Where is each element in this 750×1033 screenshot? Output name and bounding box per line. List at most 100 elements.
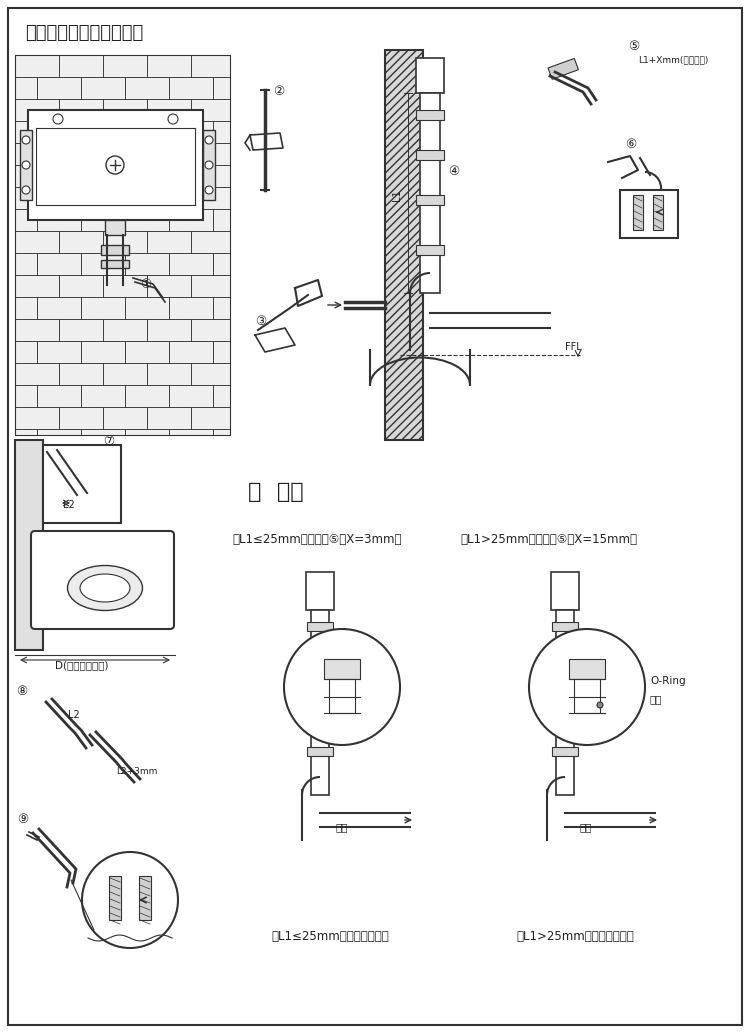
- Bar: [15, 385, 37, 407]
- Circle shape: [529, 629, 645, 745]
- Ellipse shape: [80, 574, 130, 602]
- Bar: [59, 275, 103, 298]
- Text: O-Ring: O-Ring: [650, 676, 686, 686]
- Bar: [169, 385, 213, 407]
- Bar: [59, 407, 103, 429]
- Circle shape: [53, 114, 63, 124]
- Bar: [329, 679, 355, 713]
- Ellipse shape: [68, 565, 142, 611]
- Bar: [653, 195, 663, 230]
- Bar: [191, 407, 230, 429]
- Bar: [548, 59, 578, 80]
- Bar: [147, 99, 191, 121]
- Bar: [125, 341, 169, 363]
- Bar: [213, 298, 230, 319]
- Circle shape: [597, 702, 603, 708]
- Bar: [385, 50, 423, 440]
- Bar: [213, 385, 230, 407]
- Bar: [620, 190, 678, 238]
- Bar: [191, 99, 230, 121]
- Bar: [59, 187, 103, 209]
- Bar: [213, 253, 230, 275]
- Bar: [15, 143, 59, 165]
- Bar: [191, 319, 230, 341]
- Bar: [139, 876, 151, 920]
- Bar: [125, 121, 169, 143]
- Bar: [37, 298, 81, 319]
- Text: 直管: 直管: [335, 822, 347, 832]
- Circle shape: [284, 629, 400, 745]
- Bar: [15, 253, 37, 275]
- Bar: [15, 429, 37, 435]
- Bar: [169, 429, 213, 435]
- Circle shape: [22, 186, 30, 194]
- Bar: [15, 319, 59, 341]
- Bar: [15, 121, 37, 143]
- Bar: [15, 275, 59, 298]
- Text: 过渡接头: 过渡接头: [605, 654, 630, 664]
- Circle shape: [82, 852, 178, 948]
- Bar: [37, 165, 81, 187]
- Bar: [416, 109, 444, 120]
- Circle shape: [106, 156, 124, 174]
- Bar: [169, 77, 213, 99]
- Text: ⑤: ⑤: [628, 40, 639, 53]
- Bar: [101, 260, 129, 268]
- Text: L2: L2: [68, 710, 80, 720]
- Bar: [81, 121, 125, 143]
- Bar: [147, 55, 191, 77]
- Bar: [103, 99, 147, 121]
- Bar: [59, 55, 103, 77]
- Bar: [191, 143, 230, 165]
- Bar: [191, 231, 230, 253]
- Bar: [15, 55, 59, 77]
- Text: ③: ③: [255, 315, 266, 328]
- Text: 当L1≤25mm时，完成示意图: 当L1≤25mm时，完成示意图: [272, 930, 388, 943]
- Bar: [109, 876, 121, 920]
- Bar: [324, 659, 360, 679]
- Bar: [15, 165, 37, 187]
- Circle shape: [22, 136, 30, 144]
- Circle shape: [168, 114, 178, 124]
- Bar: [59, 319, 103, 341]
- Bar: [307, 707, 333, 716]
- Circle shape: [205, 186, 213, 194]
- Bar: [125, 385, 169, 407]
- Bar: [416, 195, 444, 205]
- Bar: [15, 231, 59, 253]
- Bar: [169, 253, 213, 275]
- Bar: [191, 275, 230, 298]
- Bar: [213, 77, 230, 99]
- Bar: [125, 253, 169, 275]
- Text: L2+3mm: L2+3mm: [116, 766, 158, 776]
- Bar: [213, 165, 230, 187]
- Bar: [15, 407, 59, 429]
- Bar: [81, 385, 125, 407]
- Bar: [169, 209, 213, 231]
- Bar: [37, 253, 81, 275]
- Bar: [59, 143, 103, 165]
- Bar: [103, 143, 147, 165]
- Bar: [306, 572, 334, 611]
- Text: L1: L1: [392, 189, 402, 200]
- Text: 当L1≤25mm时，步骤⑤中X=3mm：: 当L1≤25mm时，步骤⑤中X=3mm：: [232, 533, 401, 546]
- Text: ②: ②: [273, 85, 284, 98]
- Bar: [81, 429, 125, 435]
- Bar: [311, 611, 329, 795]
- Bar: [147, 319, 191, 341]
- Bar: [15, 187, 59, 209]
- Bar: [125, 209, 169, 231]
- Bar: [101, 245, 129, 255]
- Bar: [37, 209, 81, 231]
- Bar: [59, 99, 103, 121]
- Bar: [20, 130, 32, 200]
- Bar: [213, 209, 230, 231]
- Bar: [15, 77, 37, 99]
- Bar: [37, 385, 81, 407]
- Text: D(实际到墙距离): D(实际到墙距离): [55, 660, 109, 670]
- Bar: [103, 187, 147, 209]
- Bar: [569, 659, 605, 679]
- Bar: [15, 363, 59, 385]
- Bar: [59, 231, 103, 253]
- Bar: [556, 611, 574, 795]
